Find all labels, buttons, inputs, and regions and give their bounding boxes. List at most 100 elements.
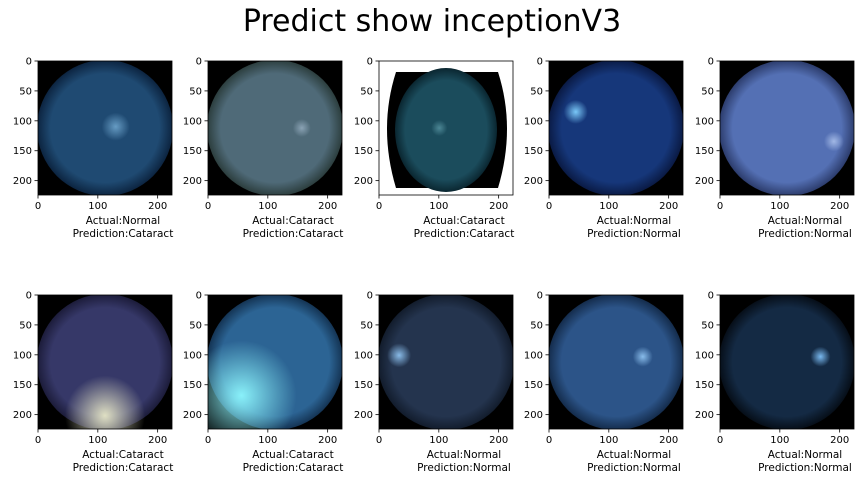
x-tick-label: 200 [830, 435, 849, 446]
panel-10: 0 100 200 0 50 100 150 200 Actual:Normal Predic… [695, 291, 864, 494]
panel-4: 0 100 200 0 50 100 150 200 Actual:Normal Predic… [524, 57, 720, 260]
panel-10-prediction: Prediction:Normal [758, 461, 852, 474]
y-tick-label: 0 [367, 291, 373, 302]
panel-3: 0 100 200 0 50 100 150 200 Actual:Cataract Pred… [354, 57, 550, 260]
panel-8-prediction: Prediction:Normal [417, 461, 511, 474]
panel-5-caption: Actual:Normal Prediction:Normal [679, 215, 864, 240]
x-tick-label: 0 [376, 201, 382, 212]
y-tick-label: 0 [367, 57, 373, 68]
x-tick-label: 100 [429, 435, 448, 446]
y-tick-label: 50 [530, 86, 543, 97]
axes-frame [207, 60, 343, 196]
y-tick-label: 150 [183, 146, 202, 157]
fundus-image-5: 0 100 200 0 50 100 150 200 [695, 57, 855, 212]
axes-frame [37, 60, 173, 196]
fundus-image-1: 0 100 200 0 50 100 150 200 [13, 57, 173, 212]
x-tick-label: 200 [659, 435, 678, 446]
x-tick-label: 100 [258, 201, 277, 212]
x-tick-label: 100 [88, 435, 107, 446]
panel-7-actual: Actual:Cataract [252, 449, 334, 461]
x-tick-label: 0 [717, 201, 723, 212]
y-tick-label: 100 [354, 116, 373, 127]
axes-frame [207, 294, 343, 430]
panel-2: 0 100 200 0 50 100 150 200 Actual:Cataract Pred… [183, 57, 379, 260]
panel-1-actual: Actual:Normal [85, 215, 161, 227]
y-tick-label: 50 [19, 320, 32, 331]
panel-9: 0 100 200 0 50 100 150 200 Actual:Normal Predic… [524, 291, 720, 494]
panel-7-prediction: Prediction:Cataract [242, 461, 344, 474]
panel-8: 0 100 200 0 50 100 150 200 Actual:Normal Predic… [354, 291, 550, 494]
axes-frame [548, 60, 684, 196]
panel-4-caption: Actual:Normal Prediction:Normal [508, 215, 760, 240]
y-tick-label: 0 [708, 291, 714, 302]
fundus-image-content [379, 295, 513, 429]
y-tick-label: 200 [354, 176, 373, 187]
x-tick-label: 200 [489, 435, 508, 446]
x-tick-label: 100 [770, 435, 789, 446]
y-tick-label: 150 [13, 380, 32, 391]
y-tick-label: 150 [524, 146, 543, 157]
x-tick-label: 200 [830, 201, 849, 212]
panel-8-actual: Actual:Normal [426, 449, 502, 461]
panel-7-caption: Actual:Cataract Prediction:Cataract [167, 449, 419, 474]
y-tick-label: 50 [19, 86, 32, 97]
panel-6-caption: Actual:Cataract Prediction:Cataract [0, 449, 249, 474]
y-tick-label: 200 [524, 410, 543, 421]
x-tick-label: 0 [546, 435, 552, 446]
axes-frame [378, 60, 514, 196]
x-tick-label: 0 [35, 201, 41, 212]
fundus-image-8: 0 100 200 0 50 100 150 200 [354, 291, 514, 446]
x-tick-label: 200 [318, 201, 337, 212]
fundus-image-content [208, 295, 342, 429]
panel-3-actual: Actual:Cataract [423, 215, 505, 227]
fundus-image-content [720, 295, 854, 429]
x-tick-label: 100 [429, 201, 448, 212]
x-tick-label: 200 [489, 201, 508, 212]
y-tick-label: 50 [189, 86, 202, 97]
panel-2-prediction: Prediction:Cataract [242, 227, 344, 240]
y-tick-label: 150 [695, 146, 714, 157]
fundus-image-content [38, 295, 172, 429]
fundus-image-content [549, 295, 683, 429]
panel-4-actual: Actual:Normal [596, 215, 672, 227]
x-tick-label: 0 [376, 435, 382, 446]
figure-title: Predict show inceptionV3 [242, 4, 622, 39]
y-tick-label: 200 [13, 410, 32, 421]
fundus-image-content [720, 61, 854, 195]
y-tick-label: 100 [13, 116, 32, 127]
panel-9-prediction: Prediction:Normal [587, 461, 681, 474]
y-tick-label: 50 [189, 320, 202, 331]
y-tick-label: 50 [360, 320, 373, 331]
x-tick-label: 200 [318, 435, 337, 446]
panel-5-prediction: Prediction:Normal [758, 227, 852, 240]
x-tick-label: 200 [148, 201, 167, 212]
x-tick-label: 0 [35, 435, 41, 446]
fundus-image-4: 0 100 200 0 50 100 150 200 [524, 57, 684, 212]
panel-6-prediction: Prediction:Cataract [72, 461, 174, 474]
y-tick-label: 200 [695, 176, 714, 187]
panel-10-caption: Actual:Normal Prediction:Normal [679, 449, 864, 474]
axes-frame [378, 294, 514, 430]
y-tick-label: 0 [537, 291, 543, 302]
axes-frame [37, 294, 173, 430]
fundus-image-7: 0 100 200 0 50 100 150 200 [183, 291, 343, 446]
x-tick-label: 0 [205, 435, 211, 446]
panel-2-caption: Actual:Cataract Prediction:Cataract [167, 215, 419, 240]
axes-frame [719, 294, 855, 430]
panel-2-actual: Actual:Cataract [252, 215, 334, 227]
y-tick-label: 50 [530, 320, 543, 331]
y-tick-label: 200 [695, 410, 714, 421]
panel-1-prediction: Prediction:Cataract [72, 227, 174, 240]
y-tick-label: 200 [183, 176, 202, 187]
y-tick-label: 200 [13, 176, 32, 187]
fundus-image-content [379, 61, 513, 195]
fundus-image-content [38, 61, 172, 195]
y-tick-label: 0 [537, 57, 543, 68]
x-tick-label: 100 [599, 435, 618, 446]
y-tick-label: 200 [183, 410, 202, 421]
panel-1: 0 100 200 0 50 100 150 200 Actual:Normal Predic… [13, 57, 209, 260]
fundus-image-content [549, 61, 683, 195]
y-tick-label: 150 [354, 380, 373, 391]
y-tick-label: 50 [701, 320, 714, 331]
y-tick-label: 100 [695, 350, 714, 361]
